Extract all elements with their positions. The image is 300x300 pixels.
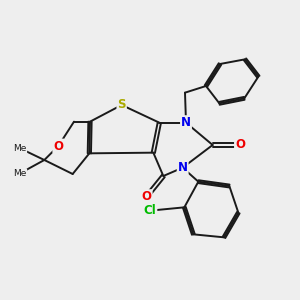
Text: Me: Me [13, 169, 27, 178]
Text: N: N [181, 116, 191, 129]
Text: N: N [178, 161, 188, 174]
Text: S: S [117, 98, 126, 112]
Text: Cl: Cl [144, 204, 156, 217]
Text: Me: Me [13, 144, 27, 153]
Text: O: O [235, 139, 245, 152]
Text: O: O [53, 140, 63, 152]
Text: O: O [142, 190, 152, 203]
